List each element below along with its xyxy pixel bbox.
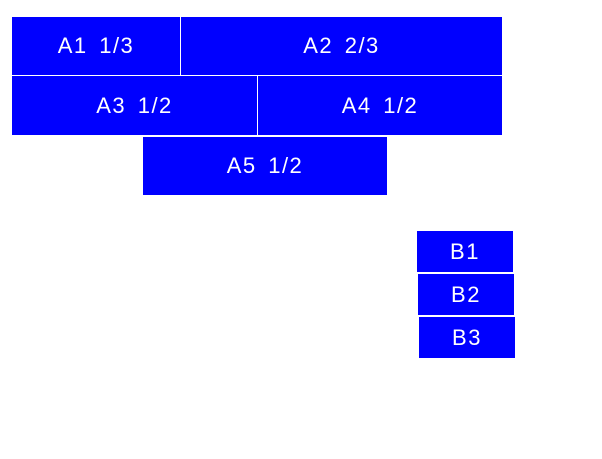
box-a2[interactable]: A2 2/3 xyxy=(181,17,502,75)
box-b1[interactable]: B1 xyxy=(417,231,513,272)
box-b3[interactable]: B3 xyxy=(419,317,515,358)
box-a4[interactable]: A4 1/2 xyxy=(258,76,502,135)
box-a5[interactable]: A5 1/2 xyxy=(143,137,387,195)
box-b2[interactable]: B2 xyxy=(418,274,514,315)
box-a3[interactable]: A3 1/2 xyxy=(12,76,257,135)
box-a1[interactable]: A1 1/3 xyxy=(12,17,180,75)
